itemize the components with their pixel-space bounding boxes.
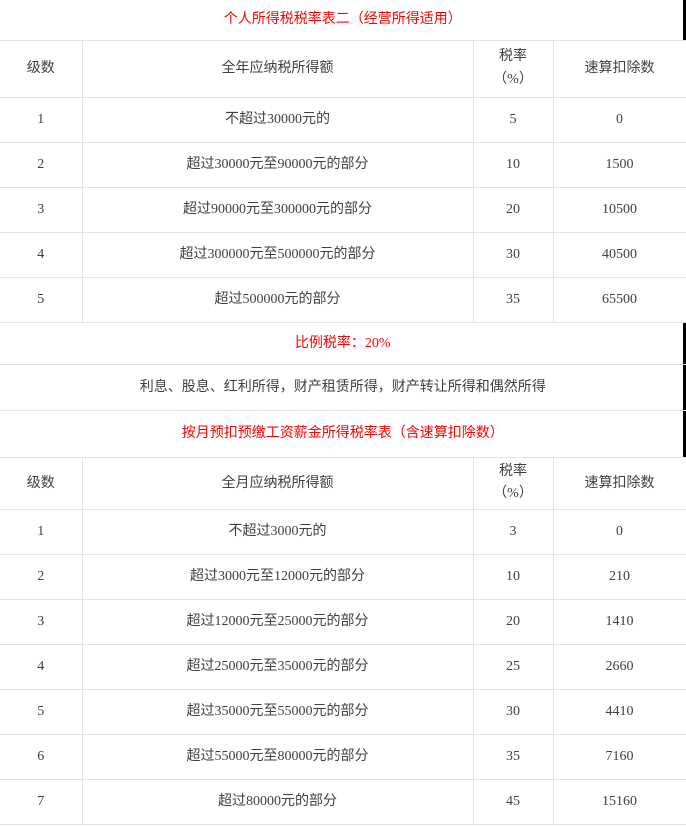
table1-row-1: 1 不超过30000元的 5 0 <box>0 97 686 143</box>
cell-level: 3 <box>0 599 83 645</box>
cell-deduction: 65500 <box>553 277 686 323</box>
cell-level: 1 <box>0 97 83 143</box>
cell-deduction: 10500 <box>553 187 686 233</box>
cell-deduction: 1500 <box>553 142 686 188</box>
cell-income: 不超过3000元的 <box>82 509 474 555</box>
table2-row-7: 7 超过80000元的部分 45 15160 <box>0 779 686 825</box>
table1-header-deduction: 速算扣除数 <box>553 40 686 98</box>
cell-income: 超过35000元至55000元的部分 <box>82 689 474 735</box>
cell-deduction: 1410 <box>553 599 686 645</box>
table2-row-3: 3 超过12000元至25000元的部分 20 1410 <box>0 599 686 645</box>
cell-level: 5 <box>0 277 83 323</box>
table2-header-income: 全月应纳税所得额 <box>82 457 474 510</box>
table2-title: 按月预扣预缴工资薪金所得税率表（含速算扣除数） <box>0 410 686 458</box>
table1-row-3: 3 超过90000元至300000元的部分 20 10500 <box>0 187 686 233</box>
cell-income: 超过300000元至500000元的部分 <box>82 232 474 278</box>
table2-row-6: 6 超过55000元至80000元的部分 35 7160 <box>0 734 686 780</box>
table2-header-row: 级数 全月应纳税所得额 税率 （%） 速算扣除数 <box>0 457 686 510</box>
table2-row-2: 2 超过3000元至12000元的部分 10 210 <box>0 554 686 600</box>
cell-rate: 30 <box>473 232 554 278</box>
cell-income: 超过30000元至90000元的部分 <box>82 142 474 188</box>
table2-header-deduction: 速算扣除数 <box>553 457 686 510</box>
cell-rate: 20 <box>473 187 554 233</box>
cell-rate: 30 <box>473 689 554 735</box>
cell-level: 6 <box>0 734 83 780</box>
cell-level: 3 <box>0 187 83 233</box>
proportional-rate-text: 比例税率：20% <box>0 322 686 365</box>
cell-deduction: 4410 <box>553 689 686 735</box>
table2-header-rate: 税率 （%） <box>473 457 554 510</box>
table1-row-4: 4 超过300000元至500000元的部分 30 40500 <box>0 232 686 278</box>
table2-row-5: 5 超过35000元至55000元的部分 30 4410 <box>0 689 686 735</box>
cell-deduction: 210 <box>553 554 686 600</box>
cell-level: 4 <box>0 232 83 278</box>
cell-rate: 25 <box>473 644 554 690</box>
cell-income: 不超过30000元的 <box>82 97 474 143</box>
income-types-row: 利息、股息、红利所得，财产租赁所得，财产转让所得和偶然所得 <box>0 364 686 411</box>
table2-title-row: 按月预扣预缴工资薪金所得税率表（含速算扣除数） <box>0 410 686 458</box>
table1-header-income: 全年应纳税所得额 <box>82 40 474 98</box>
cell-income: 超过500000元的部分 <box>82 277 474 323</box>
cell-rate: 35 <box>473 734 554 780</box>
cell-income: 超过80000元的部分 <box>82 779 474 825</box>
table1-row-5: 5 超过500000元的部分 35 65500 <box>0 277 686 323</box>
cell-deduction: 0 <box>553 509 686 555</box>
cell-deduction: 7160 <box>553 734 686 780</box>
cell-rate: 20 <box>473 599 554 645</box>
cell-level: 4 <box>0 644 83 690</box>
cell-rate: 10 <box>473 554 554 600</box>
cell-deduction: 15160 <box>553 779 686 825</box>
table1-title: 个人所得税税率表二（经营所得适用） <box>0 0 686 41</box>
cell-level: 5 <box>0 689 83 735</box>
table2-header-level: 级数 <box>0 457 83 510</box>
table1-header-row: 级数 全年应纳税所得额 税率 （%） 速算扣除数 <box>0 40 686 98</box>
table1-header-level: 级数 <box>0 40 83 98</box>
cell-level: 2 <box>0 142 83 188</box>
cell-rate: 5 <box>473 97 554 143</box>
cell-level: 1 <box>0 509 83 555</box>
cell-income: 超过12000元至25000元的部分 <box>82 599 474 645</box>
cell-deduction: 2660 <box>553 644 686 690</box>
cell-deduction: 40500 <box>553 232 686 278</box>
proportional-rate-row: 比例税率：20% <box>0 322 686 365</box>
cell-level: 2 <box>0 554 83 600</box>
cell-rate: 35 <box>473 277 554 323</box>
cell-income: 超过55000元至80000元的部分 <box>82 734 474 780</box>
cell-rate: 45 <box>473 779 554 825</box>
cell-rate: 3 <box>473 509 554 555</box>
cell-level: 7 <box>0 779 83 825</box>
table1-title-row: 个人所得税税率表二（经营所得适用） <box>0 0 686 41</box>
table2-row-1: 1 不超过3000元的 3 0 <box>0 509 686 555</box>
table1-row-2: 2 超过30000元至90000元的部分 10 1500 <box>0 142 686 188</box>
table1-header-rate: 税率 （%） <box>473 40 554 98</box>
cell-deduction: 0 <box>553 97 686 143</box>
cell-rate: 10 <box>473 142 554 188</box>
income-types-text: 利息、股息、红利所得，财产租赁所得，财产转让所得和偶然所得 <box>0 364 686 411</box>
cell-income: 超过3000元至12000元的部分 <box>82 554 474 600</box>
cell-income: 超过25000元至35000元的部分 <box>82 644 474 690</box>
table2-row-4: 4 超过25000元至35000元的部分 25 2660 <box>0 644 686 690</box>
cell-income: 超过90000元至300000元的部分 <box>82 187 474 233</box>
